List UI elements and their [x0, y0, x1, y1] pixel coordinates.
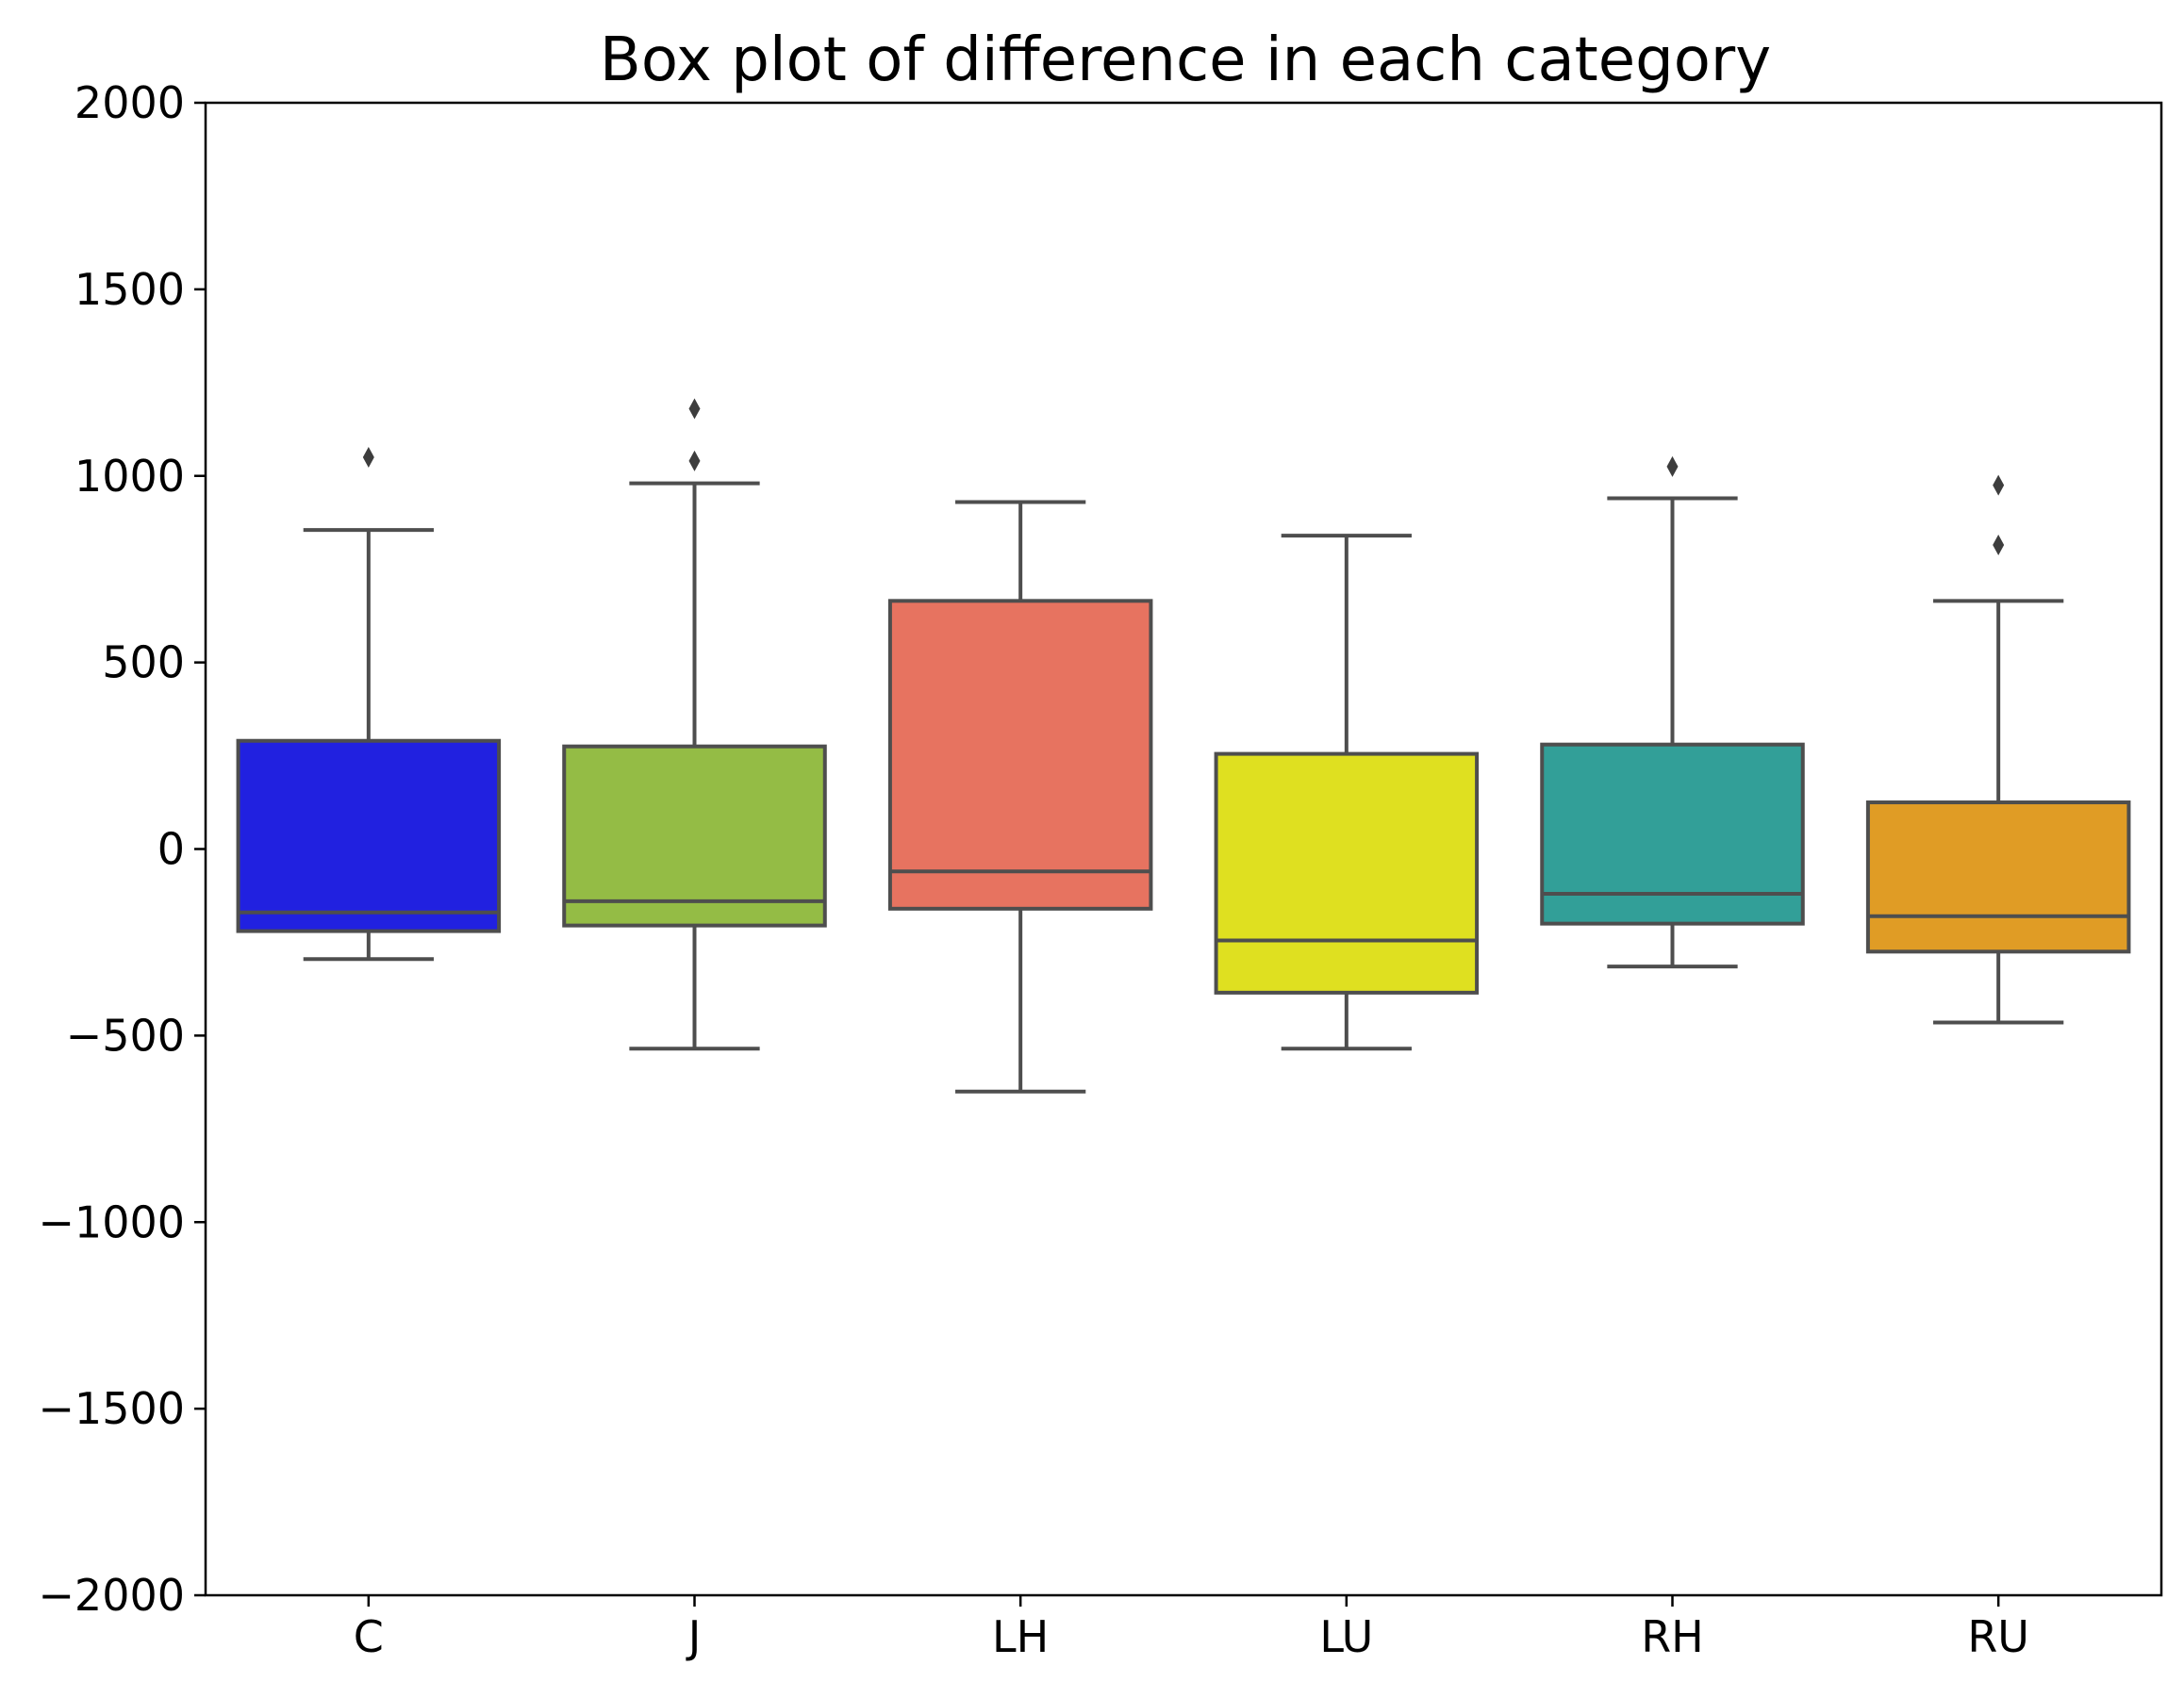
outlier-point	[1993, 474, 2005, 496]
box-group-lu	[1214, 534, 1480, 1051]
x-tick-label: RH	[1641, 1611, 1704, 1662]
x-tick-label: LU	[1319, 1611, 1373, 1662]
x-tick-label: LH	[992, 1611, 1049, 1662]
box-iqr	[1865, 800, 2131, 954]
outlier-point	[1666, 455, 1679, 477]
box-iqr	[1214, 751, 1480, 995]
box-group-j	[562, 398, 827, 1051]
box-iqr	[887, 599, 1153, 911]
box-iqr	[562, 744, 827, 928]
outlier-point	[688, 450, 701, 471]
axes: 2000 1500 1000 500 0 −500 −1000 −1500 −2000 C J LH L…	[38, 77, 2163, 1662]
outlier-point	[688, 398, 701, 420]
plot-area	[236, 398, 2131, 1094]
y-tick-label: 1500	[74, 264, 185, 315]
y-tick-label: −2000	[38, 1570, 185, 1621]
box-iqr	[1540, 742, 1805, 926]
y-tick-label: 0	[157, 824, 185, 875]
y-tick-label: 2000	[74, 77, 185, 128]
outlier-point	[1993, 534, 2005, 555]
x-tick-label: J	[686, 1611, 702, 1662]
outlier-point	[362, 446, 374, 468]
x-tick-label: C	[354, 1611, 384, 1662]
y-tick-label: −500	[66, 1010, 185, 1061]
y-tick-label: −1000	[38, 1196, 185, 1247]
box-group-c	[236, 446, 502, 962]
x-tick-label: RU	[1967, 1611, 2029, 1662]
y-tick-label: 1000	[74, 451, 185, 502]
box-group-rh	[1540, 455, 1805, 969]
y-tick-label: 500	[102, 637, 185, 688]
box-iqr	[236, 738, 502, 933]
chart-title: Box plot of difference in each category	[600, 25, 1771, 95]
box-group-lh	[887, 500, 1153, 1094]
box-group-ru	[1865, 474, 2131, 1025]
y-tick-label: −1500	[38, 1383, 185, 1434]
